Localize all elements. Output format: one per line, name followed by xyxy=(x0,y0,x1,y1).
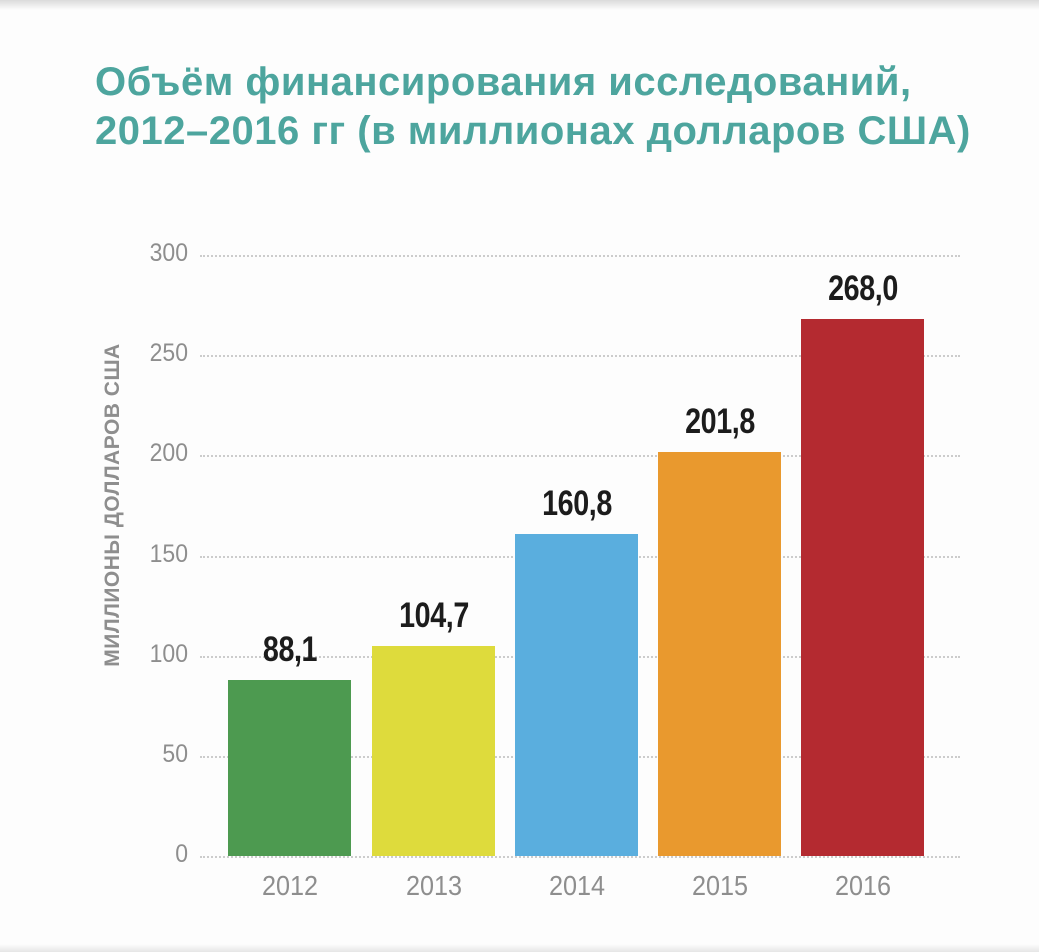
y-tick-label-250: 250 xyxy=(149,339,188,368)
y-tick-label-0: 0 xyxy=(175,840,188,868)
chart-title-line1: Объём финансирования исследований, xyxy=(95,60,912,104)
bar-2015 xyxy=(658,451,781,856)
bar-2014 xyxy=(515,533,638,856)
value-label-2014: 160,8 xyxy=(541,483,612,523)
x-tick-label-2013: 2013 xyxy=(405,870,462,901)
y-axis-title-text: МИЛЛИОНЫ ДОЛЛАРОВ США xyxy=(101,343,124,667)
chart-title-line2: 2012–2016 гг (в миллионах долларов США) xyxy=(95,109,971,153)
bar-2012 xyxy=(228,679,351,856)
y-tick-label-100: 100 xyxy=(149,639,188,668)
y-tick-label-50: 50 xyxy=(162,739,188,768)
value-label-2015: 201,8 xyxy=(684,401,755,441)
x-tick-label-2012: 2012 xyxy=(261,870,318,901)
y-tick-label-300: 300 xyxy=(149,239,188,267)
x-tick-label-2015: 2015 xyxy=(691,870,748,901)
gridline-200 xyxy=(200,455,960,458)
gridline-0 xyxy=(200,856,960,858)
bar-2016 xyxy=(801,319,924,856)
value-label-2016: 268,0 xyxy=(827,269,898,309)
x-tick-label-2016: 2016 xyxy=(834,870,891,901)
value-label-2012: 88,1 xyxy=(262,629,317,669)
value-label-2013: 104,7 xyxy=(398,596,469,636)
y-tick-label-150: 150 xyxy=(149,539,188,568)
page-top-edge-shading xyxy=(0,0,1039,10)
x-tick-label-2014: 2014 xyxy=(548,870,605,901)
chart-title: Объём финансирования исследований, 2012–… xyxy=(95,58,971,156)
gridline-300 xyxy=(200,255,960,257)
page-bottom-edge-shading xyxy=(0,944,1039,952)
gridline-250 xyxy=(200,355,960,358)
bar-2013 xyxy=(372,646,495,856)
y-tick-label-200: 200 xyxy=(149,439,188,468)
